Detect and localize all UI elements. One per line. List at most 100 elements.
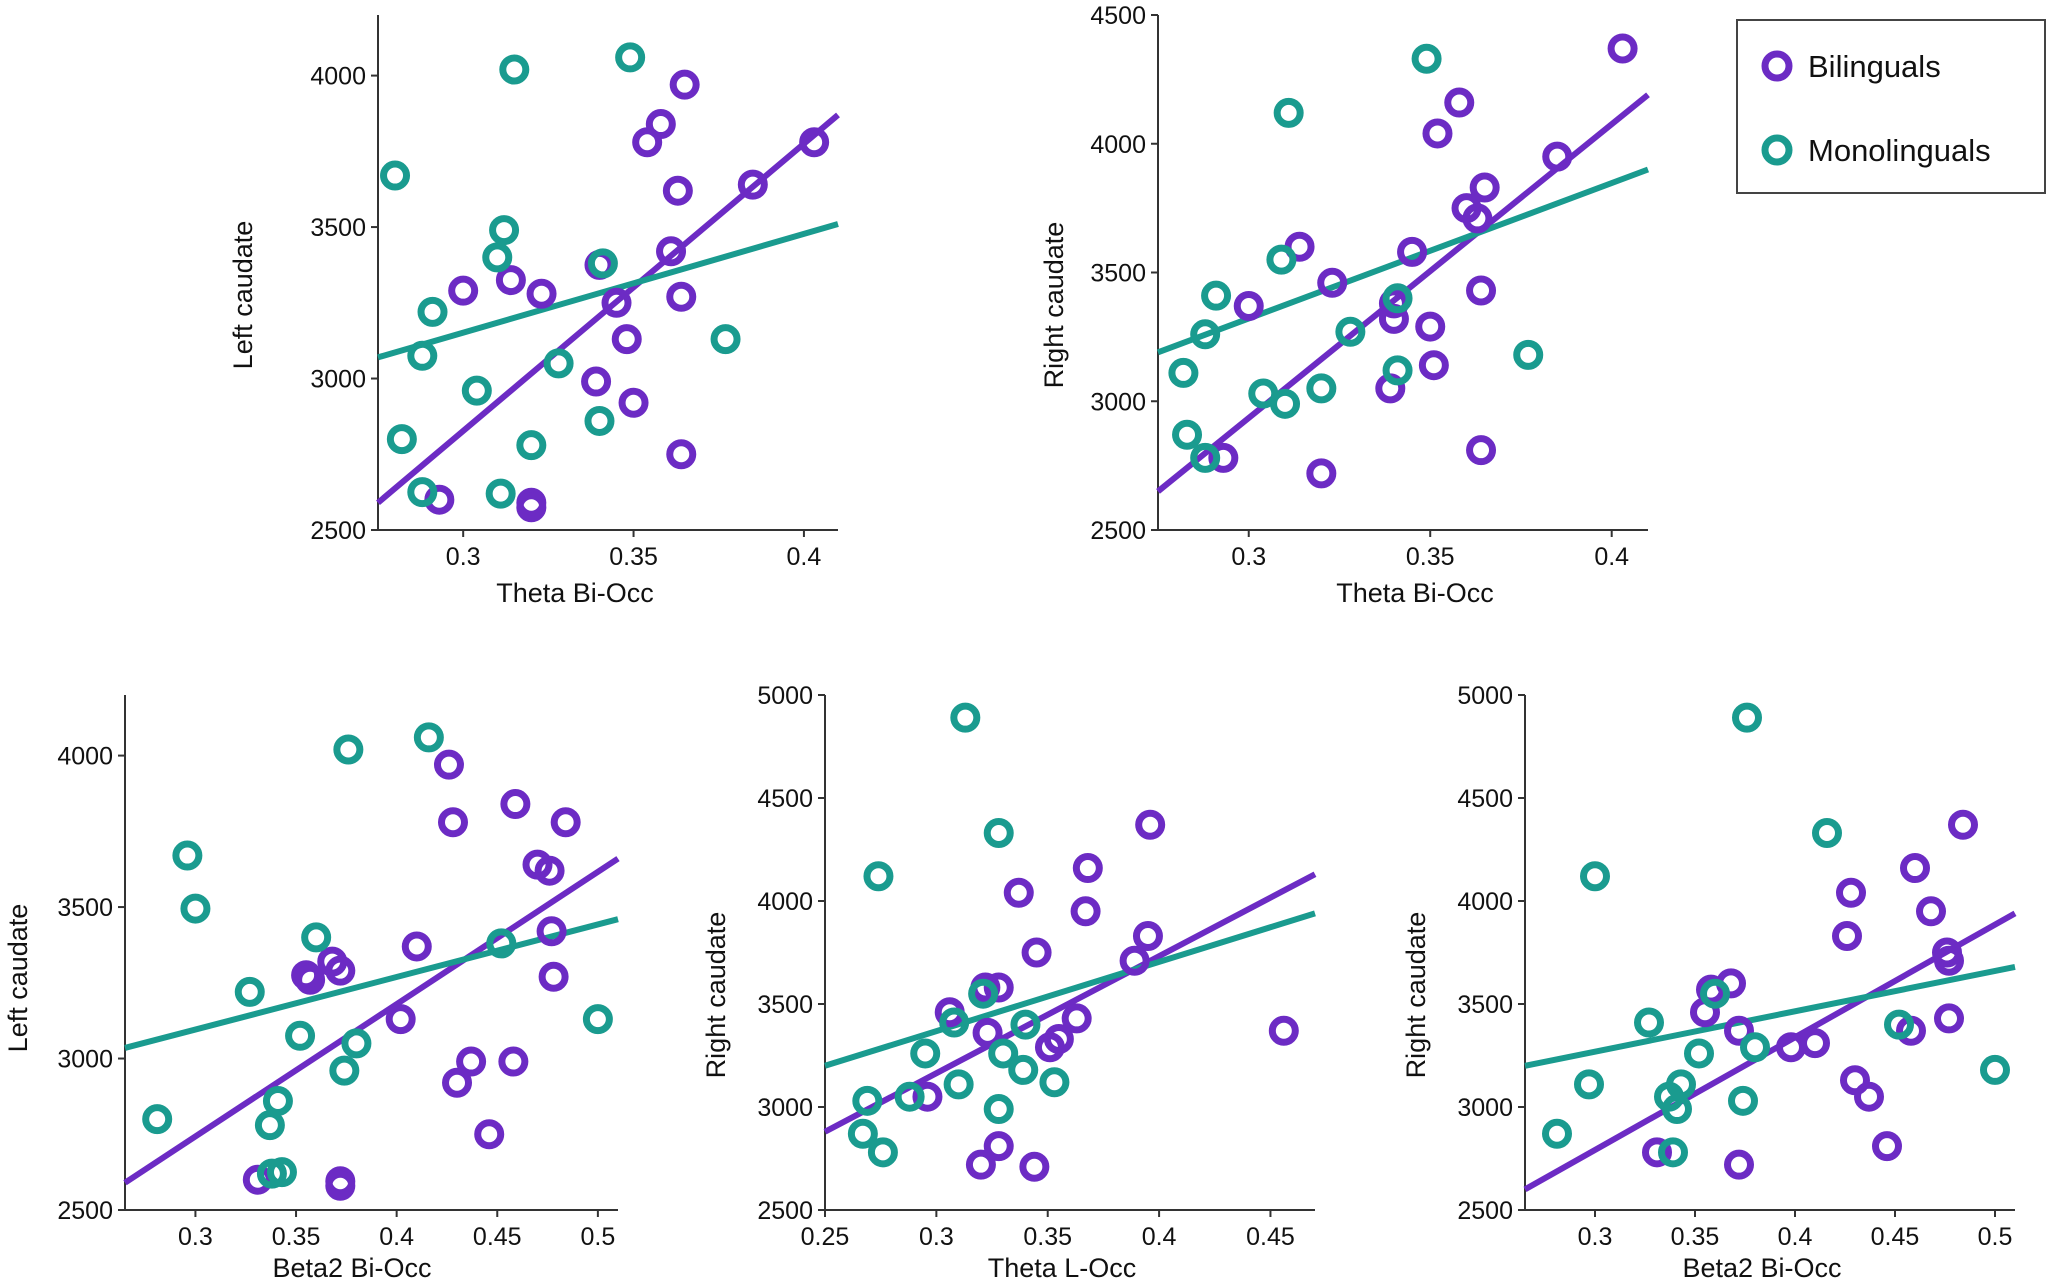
data-point-monolinguals xyxy=(1411,43,1442,74)
y-tick-label: 3500 xyxy=(57,894,113,922)
data-point-monolinguals xyxy=(329,1055,360,1086)
data-point-bilinguals xyxy=(1948,809,1978,840)
y-axis-title: Right caudate xyxy=(1401,912,1431,1079)
y-tick-label: 2500 xyxy=(1090,517,1146,545)
data-point-bilinguals xyxy=(645,109,676,140)
data-point-monolinguals xyxy=(894,1081,925,1112)
data-point-monolinguals xyxy=(1542,1118,1572,1149)
data-point-bilinguals xyxy=(1233,290,1264,321)
panel-top-middle: Right caudate Theta Bi-Occ 2500 3000 3500 4… xyxy=(1039,2,1650,608)
data-point-monolinguals xyxy=(285,1020,316,1051)
data-point-monolinguals xyxy=(461,375,492,406)
data-point-monolinguals xyxy=(852,1085,883,1116)
data-point-bilinguals xyxy=(1135,809,1166,840)
x-tick-label: 0.4 xyxy=(1594,543,1629,571)
data-point-bilinguals xyxy=(1916,896,1946,927)
data-point-bilinguals xyxy=(550,807,581,838)
data-point-monolinguals xyxy=(172,840,203,871)
data-point-monolinguals xyxy=(1728,1085,1758,1116)
data-point-bilinguals xyxy=(1934,945,1964,976)
x-axis-title: Theta Bi-Occ xyxy=(1336,578,1494,608)
data-point-monolinguals xyxy=(1580,861,1610,892)
y-tick-label: 5000 xyxy=(757,682,813,710)
panel-bottom-middle: Right caudate Theta L-Occ 2500 3000 3500 40… xyxy=(701,682,1317,1282)
x-axis-title: Beta2 Bi-Occ xyxy=(1682,1253,1841,1282)
data-point-monolinguals xyxy=(1270,388,1301,419)
x-tick-label: 0.45 xyxy=(1871,1223,1920,1251)
x-tick-label: 0.45 xyxy=(1246,1223,1295,1251)
data-point-monolinguals xyxy=(1190,319,1221,350)
data-point-bilinguals xyxy=(1836,877,1866,908)
data-point-bilinguals xyxy=(1724,1015,1754,1046)
data-point-monolinguals xyxy=(1010,1009,1041,1040)
data-point-bilinguals xyxy=(1306,458,1337,489)
x-tick-label: 0.4 xyxy=(1142,1223,1177,1251)
data-point-monolinguals xyxy=(499,54,530,85)
data-point-bilinguals xyxy=(385,1004,416,1035)
y-tick-label: 2500 xyxy=(310,517,366,545)
data-point-monolinguals xyxy=(1884,1009,1914,1040)
data-point-bilinguals xyxy=(611,324,642,355)
data-point-monolinguals xyxy=(968,978,999,1009)
data-point-bilinguals xyxy=(1317,267,1348,298)
data-point-monolinguals xyxy=(386,424,417,455)
data-point-monolinguals xyxy=(413,722,444,753)
data-point-bilinguals xyxy=(983,972,1014,1003)
data-point-bilinguals xyxy=(601,287,632,318)
data-point-bilinguals xyxy=(666,281,697,312)
data-point-bilinguals xyxy=(1724,1149,1754,1180)
data-point-bilinguals xyxy=(1019,1151,1050,1182)
data-point-bilinguals xyxy=(1607,33,1638,64)
data-point-bilinguals xyxy=(536,916,567,947)
data-point-bilinguals xyxy=(1800,1028,1830,1059)
data-point-monolinguals xyxy=(1980,1054,2010,1085)
panel-bottom-right: Right caudate Beta2 Bi-Occ 2500 3000 3500 4… xyxy=(1401,682,2017,1282)
data-point-monolinguals xyxy=(950,702,981,733)
data-point-bilinguals xyxy=(1642,1137,1672,1168)
legend: Bilinguals Monolinguals xyxy=(1736,19,2046,194)
data-point-bilinguals xyxy=(442,1067,473,1098)
data-point-bilinguals xyxy=(965,1149,996,1180)
data-point-monolinguals xyxy=(516,430,547,461)
data-point-bilinguals xyxy=(983,1131,1014,1162)
data-point-bilinguals xyxy=(1415,311,1446,342)
y-tick-label: 3000 xyxy=(57,1046,113,1074)
x-axis-title: Theta Bi-Occ xyxy=(496,578,654,608)
x-tick-label: 0.25 xyxy=(801,1223,850,1251)
data-point-monolinguals xyxy=(341,1028,372,1059)
data-point-monolinguals xyxy=(1008,1054,1039,1085)
data-point-monolinguals xyxy=(1740,1032,1770,1063)
data-point-bilinguals xyxy=(500,789,531,820)
data-point-bilinguals xyxy=(1444,87,1475,118)
data-point-monolinguals xyxy=(417,296,448,327)
data-point-monolinguals xyxy=(988,1038,1019,1069)
data-point-monolinguals xyxy=(1306,373,1337,404)
fit-line-bilinguals xyxy=(1523,910,2017,1193)
data-point-bilinguals xyxy=(1776,1032,1806,1063)
data-point-bilinguals xyxy=(799,127,830,158)
data-point-bilinguals xyxy=(295,964,326,995)
fit-line-monolinguals xyxy=(1524,963,2016,1069)
data-point-monolinguals xyxy=(1335,316,1366,347)
y-tick-label: 4000 xyxy=(57,743,113,771)
x-tick-label: 0.35 xyxy=(272,1223,321,1251)
y-tick-label: 3000 xyxy=(757,1094,813,1122)
data-point-monolinguals xyxy=(1266,244,1297,275)
data-point-bilinguals xyxy=(495,265,526,296)
data-point-monolinguals xyxy=(180,893,211,924)
data-point-monolinguals xyxy=(1666,1069,1696,1100)
panel-top-left: Left caudate Theta Bi-Occ 2500 3000 3500 40… xyxy=(228,15,840,608)
legend-marker-monolinguals xyxy=(1761,134,1793,166)
data-point-bilinguals xyxy=(581,366,612,397)
data-point-bilinguals xyxy=(433,749,464,780)
y-tick-label: 4000 xyxy=(1090,131,1146,159)
data-point-bilinguals xyxy=(448,275,479,306)
x-tick-label: 0.3 xyxy=(1578,1223,1613,1251)
y-tick-label: 4500 xyxy=(757,785,813,813)
fit-line-monolinguals xyxy=(124,916,619,1051)
x-tick-label: 0.3 xyxy=(1231,543,1266,571)
data-point-bilinguals xyxy=(1832,921,1862,952)
data-point-bilinguals xyxy=(912,1081,943,1112)
data-point-monolinguals xyxy=(1382,355,1413,386)
